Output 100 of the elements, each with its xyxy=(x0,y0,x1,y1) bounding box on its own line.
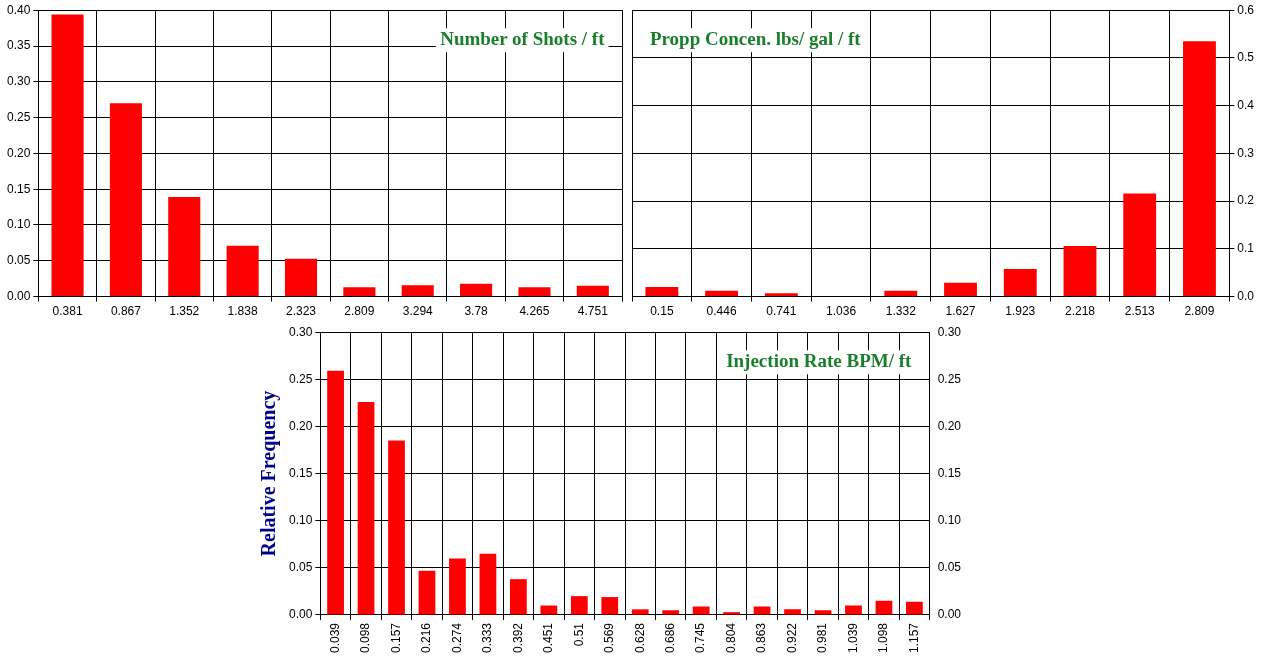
y-axis-title: Relative Frequency xyxy=(257,390,281,557)
y2-tick-label: 0.10 xyxy=(937,513,962,528)
text: Injection Rate BPM/ ft xyxy=(726,350,913,372)
bar xyxy=(168,197,201,297)
x-tick-label: 1.923 xyxy=(1005,304,1036,319)
y2-tick-label: 0.25 xyxy=(937,371,962,386)
bar xyxy=(226,245,259,297)
y-tick-label: 0.10 xyxy=(7,217,31,232)
y-tick-label: 0.15 xyxy=(7,181,31,196)
bar xyxy=(692,606,710,615)
bar xyxy=(479,553,497,615)
y2-tick-label: 0.6 xyxy=(1237,2,1255,17)
bar xyxy=(576,285,609,297)
x-tick-label: 0.981 xyxy=(815,622,830,653)
bar xyxy=(327,370,344,615)
x-tick-label: 1.157 xyxy=(906,622,921,653)
y-tick-label: 0.40 xyxy=(7,2,31,17)
x-tick-label: 0.863 xyxy=(754,622,769,653)
y-tick-label: 0.05 xyxy=(7,253,31,268)
x-tick-label: 0.804 xyxy=(723,622,738,653)
y-tick-label: 0.15 xyxy=(289,465,313,480)
y-tick-label: 0.05 xyxy=(289,560,313,575)
x-tick-label: 0.15 xyxy=(650,304,674,319)
bar xyxy=(510,579,527,615)
bar xyxy=(460,283,493,297)
bar xyxy=(764,293,798,297)
x-tick-label: 1.838 xyxy=(227,304,258,319)
bar xyxy=(388,440,405,615)
y-tick-label: 0.00 xyxy=(7,288,31,303)
x-tick-label: 4.751 xyxy=(577,304,609,319)
x-tick-label: 0.922 xyxy=(784,622,799,653)
bar xyxy=(1183,41,1216,297)
bar xyxy=(705,290,739,297)
x-tick-label: 0.216 xyxy=(419,622,434,653)
x-tick-label: 1.332 xyxy=(885,304,917,319)
bar xyxy=(518,287,551,297)
x-tick-label: 0.157 xyxy=(388,622,403,653)
x-tick-label: 0.686 xyxy=(663,622,678,653)
x-tick-label: 3.294 xyxy=(402,304,434,319)
x-tick-label: 0.274 xyxy=(449,622,464,653)
x-tick-label: 0.741 xyxy=(766,304,797,319)
x-tick-label: 0.446 xyxy=(706,304,737,319)
x-tick-label: 0.569 xyxy=(602,622,617,653)
y2-tick-label: 0.0 xyxy=(1237,288,1255,303)
x-tick-label: 0.392 xyxy=(510,622,525,653)
x-tick-label: 0.451 xyxy=(541,622,556,653)
x-tick-label: 2.513 xyxy=(1124,304,1156,319)
x-tick-label: 1.098 xyxy=(876,622,891,653)
bar xyxy=(570,596,588,615)
y-tick-label: 0.35 xyxy=(7,38,31,53)
bar xyxy=(418,570,436,615)
y2-tick-label: 0.15 xyxy=(937,465,962,480)
x-tick-label: 0.039 xyxy=(327,622,342,653)
bar xyxy=(109,103,142,297)
x-tick-label: 0.51 xyxy=(571,622,586,647)
bar xyxy=(631,609,649,615)
bar xyxy=(1123,193,1157,297)
x-tick-label: 2.218 xyxy=(1064,304,1096,319)
y-tick-label: 0.30 xyxy=(7,74,31,89)
bar xyxy=(449,558,466,615)
x-tick-label: 1.039 xyxy=(845,622,860,653)
y2-tick-label: 0.4 xyxy=(1237,97,1255,112)
bar xyxy=(1063,246,1097,297)
x-tick-label: 0.867 xyxy=(110,304,142,319)
bar xyxy=(645,287,679,297)
bar xyxy=(884,290,918,297)
y-tick-label: 0.25 xyxy=(7,109,31,124)
bar xyxy=(944,282,977,297)
bar xyxy=(662,610,680,615)
bar xyxy=(401,285,434,297)
y2-tick-label: 0.3 xyxy=(1237,145,1255,160)
x-tick-label: 2.323 xyxy=(285,304,317,319)
x-tick-label: 2.809 xyxy=(344,304,375,319)
x-tick-label: 0.098 xyxy=(358,622,373,653)
bar xyxy=(753,606,771,615)
y-tick-label: 0.10 xyxy=(289,513,313,528)
x-tick-label: 3.78 xyxy=(464,304,489,319)
y2-tick-label: 0.00 xyxy=(937,607,962,622)
y2-tick-label: 0.05 xyxy=(937,560,962,575)
text: Number of Shots / ft xyxy=(440,28,606,50)
x-tick-label: 0.628 xyxy=(632,622,647,653)
x-tick-label: 1.036 xyxy=(826,304,857,319)
bar xyxy=(284,258,318,297)
text: Propp Concen. lbs/ gal / ft xyxy=(649,28,862,50)
y-tick-label: 0.20 xyxy=(7,145,31,160)
y2-tick-label: 0.1 xyxy=(1237,241,1255,256)
bar xyxy=(845,605,862,615)
y-tick-label: 0.00 xyxy=(289,607,313,622)
bar xyxy=(51,14,84,297)
y2-tick-label: 0.2 xyxy=(1237,193,1255,208)
y-tick-label: 0.25 xyxy=(289,371,313,386)
y2-tick-label: 0.30 xyxy=(937,324,962,339)
y-tick-label: 0.20 xyxy=(289,418,313,433)
bar xyxy=(343,287,376,297)
x-tick-label: 2.809 xyxy=(1184,304,1215,319)
x-tick-label: 1.627 xyxy=(945,304,976,319)
x-tick-label: 0.381 xyxy=(52,304,83,319)
y-tick-label: 0.30 xyxy=(289,324,313,339)
bar xyxy=(784,609,801,615)
bar xyxy=(601,597,619,615)
